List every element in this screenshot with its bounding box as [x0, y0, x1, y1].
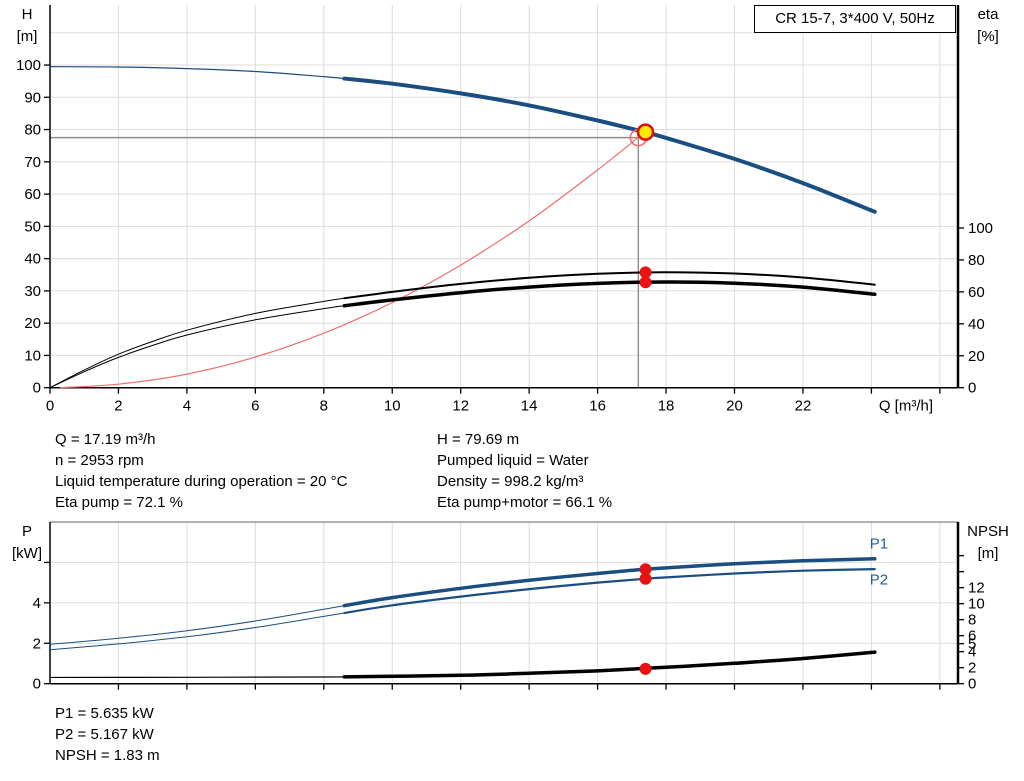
speed-value-line: n = 2953 rpm [55, 452, 144, 469]
right-axis-unit-label: [m] [978, 545, 999, 562]
right-axis-unit-label: NPSH [967, 523, 1009, 540]
operating-data-block: Q = 17.19 m³/h n = 2953 rpm Liquid tempe… [55, 429, 612, 513]
x-tick-label: 20 [726, 398, 743, 415]
pumped-liquid-line: Pumped liquid = Water [437, 452, 589, 469]
head-value-line: H = 79.69 m [437, 431, 520, 448]
power-npsh-block: P1 = 5.635 kW P2 = 5.167 kW NPSH = 1.83 … [55, 703, 160, 766]
duty-point-marker [636, 123, 655, 141]
density-line: Density = 998.2 kg/m³ [437, 473, 584, 490]
right-tick-label: 100 [968, 220, 993, 237]
pump-title-box: CR 15-7, 3*400 V, 50Hz [754, 5, 956, 33]
x-tick-label: 12 [452, 398, 469, 415]
system-curve [59, 130, 647, 389]
eta-pump-curve-thin [49, 297, 345, 389]
p1-value-line: P1 = 5.635 kW [55, 705, 154, 722]
eta-pump-motor-line: Eta pump+motor = 66.1 % [437, 494, 613, 511]
left-tick-label: 80 [24, 122, 41, 139]
curve-label-p1: P1 [870, 536, 888, 553]
left-tick-label: 100 [16, 57, 41, 74]
left-tick-label: 10 [24, 347, 41, 364]
left-axis-unit-label: [kW] [12, 545, 42, 562]
p2-curve [343, 568, 876, 615]
right-tick-label: 20 [968, 348, 985, 365]
x-tick-label: 2 [114, 398, 122, 415]
left-axis-unit-label: P [22, 523, 32, 540]
p1-curve-thin [49, 605, 345, 645]
eta-pump-dot [639, 266, 652, 279]
left-tick-label: 30 [24, 283, 41, 300]
right-tick-label: 8 [968, 612, 976, 629]
right-tick-label: 40 [968, 316, 985, 333]
left-tick-label: 70 [24, 154, 41, 171]
left-tick-label: 0 [33, 676, 41, 693]
eta-pump-line: Eta pump = 72.1 % [55, 494, 183, 511]
right-tick-label: 5 [968, 636, 976, 653]
left-tick-label: 0 [33, 380, 41, 397]
npsh-dot [639, 662, 652, 675]
right-tick-label: 60 [968, 284, 985, 301]
operating-data-right-column: H = 79.69 m Pumped liquid = Water Densit… [437, 429, 612, 513]
left-tick-label: 2 [33, 635, 41, 652]
x-tick-label: 4 [183, 398, 191, 415]
right-tick-label: 12 [968, 580, 985, 597]
curve-label-p2: P2 [870, 571, 888, 588]
eta-pump-motor-dot [639, 276, 652, 289]
right-tick-label: 2 [968, 660, 976, 677]
left-axis-unit-label: [m] [17, 28, 38, 45]
p2-dot [639, 572, 652, 585]
x-tick-label: 8 [320, 398, 328, 415]
left-tick-label: 40 [24, 251, 41, 268]
head-curve [342, 76, 877, 214]
left-tick-label: 90 [24, 89, 41, 106]
p2-curve-thin [49, 612, 345, 651]
p1-curve [342, 557, 877, 608]
left-tick-label: 20 [24, 315, 41, 332]
head-curve-thin [49, 66, 345, 80]
left-axis-unit-label: H [22, 6, 33, 23]
x-tick-label: 22 [795, 398, 812, 415]
right-tick-label: 0 [968, 676, 976, 693]
liquid-temperature-line: Liquid temperature during operation = 20… [55, 473, 348, 490]
x-tick-label: 0 [46, 398, 54, 415]
npsh-value-line: NPSH = 1.83 m [55, 747, 160, 764]
x-axis-label: Q [m³/h] [879, 398, 933, 415]
npsh-curve [342, 650, 877, 679]
x-tick-label: 14 [521, 398, 538, 415]
x-tick-label: 6 [251, 398, 259, 415]
left-tick-label: 50 [24, 218, 41, 235]
p2-value-line: P2 = 5.167 kW [55, 726, 154, 743]
x-tick-label: 10 [384, 398, 401, 415]
right-tick-label: 80 [968, 252, 985, 269]
eta-pump-motor-curve-thin [49, 305, 345, 389]
npsh-curve-thin [49, 676, 345, 679]
x-tick-label: 18 [658, 398, 675, 415]
right-tick-label: 6 [968, 628, 976, 645]
x-tick-label: 16 [589, 398, 606, 415]
left-tick-label: 60 [24, 186, 41, 203]
flow-value-line: Q = 17.19 m³/h [55, 431, 156, 448]
left-tick-label: 4 [33, 595, 41, 612]
right-axis-unit-label: eta [978, 6, 1000, 23]
right-axis-unit-label: [%] [977, 28, 999, 45]
p1-dot [639, 563, 652, 576]
operating-data-left-column: Q = 17.19 m³/h n = 2953 rpm Liquid tempe… [55, 429, 437, 513]
right-tick-label: 10 [968, 596, 985, 613]
right-tick-label: 4 [968, 644, 976, 661]
eta-pump-motor-curve [342, 280, 877, 308]
eta-pump-curve [343, 271, 876, 300]
right-tick-label: 0 [968, 380, 976, 397]
